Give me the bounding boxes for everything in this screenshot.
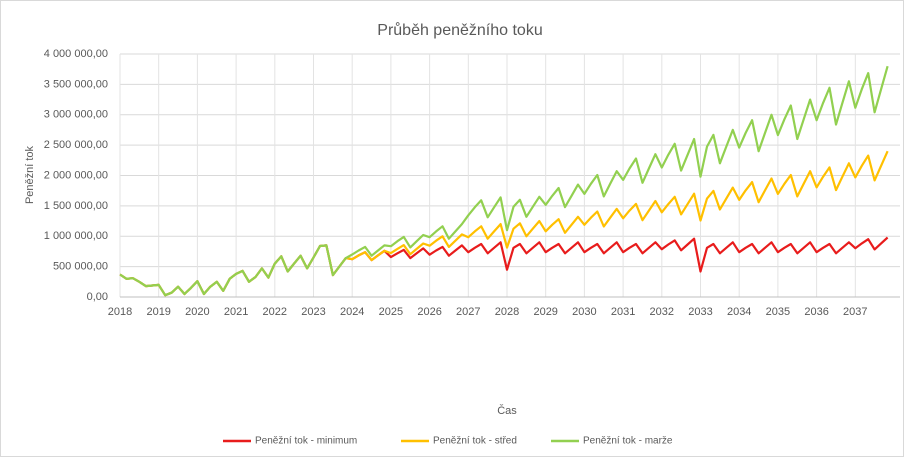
x-tick-label: 2029: [533, 306, 557, 318]
x-tick-label: 2021: [224, 306, 248, 318]
x-tick-label: 2025: [379, 306, 403, 318]
x-tick-label: 2019: [146, 306, 170, 318]
y-tick-label: 2 000 000,00: [44, 169, 108, 181]
x-tick-label: 2027: [456, 306, 480, 318]
x-tick-label: 2023: [301, 306, 325, 318]
legend-item: Peněžní tok - marže: [551, 436, 673, 447]
x-tick-label: 2030: [572, 306, 596, 318]
x-tick-label: 2036: [804, 306, 828, 318]
x-axis-label: Čas: [497, 404, 517, 417]
y-tick-label: 1 000 000,00: [44, 230, 108, 242]
x-tick-label: 2031: [611, 306, 635, 318]
x-tick-label: 2026: [417, 306, 441, 318]
y-tick-label: 1 500 000,00: [44, 200, 108, 212]
x-tick-label: 2037: [843, 306, 867, 318]
series-line: [119, 65, 889, 297]
x-tick-label: 2018: [108, 306, 132, 318]
x-tick-label: 2020: [185, 306, 209, 318]
y-tick-label: 4 000 000,00: [44, 48, 108, 60]
x-tick-label: 2024: [340, 306, 364, 318]
chart-title: Průběh peněžního toku: [377, 21, 542, 39]
legend-item: Peněžní tok - minimum: [223, 436, 357, 447]
legend-label: Peněžní tok - střed: [433, 436, 517, 447]
y-tick-label: 3 000 000,00: [44, 109, 108, 121]
x-tick-label: 2033: [688, 306, 712, 318]
legend-label: Peněžní tok - marže: [583, 436, 673, 447]
y-tick-label: 3 500 000,00: [44, 78, 108, 90]
x-tick-label: 2022: [263, 306, 287, 318]
x-tick-label: 2032: [650, 306, 674, 318]
x-tick-label: 2034: [727, 306, 751, 318]
legend-item: Peněžní tok - střed: [401, 436, 517, 447]
x-tick-label: 2028: [495, 306, 519, 318]
y-tick-label: 500 000,00: [53, 261, 108, 273]
y-axis-label: Peněžní tok: [24, 145, 36, 204]
legend-label: Peněžní tok - minimum: [255, 436, 357, 447]
x-tick-label: 2035: [766, 306, 790, 318]
y-tick-label: 2 500 000,00: [44, 139, 108, 151]
y-tick-label: 0,00: [87, 291, 108, 303]
